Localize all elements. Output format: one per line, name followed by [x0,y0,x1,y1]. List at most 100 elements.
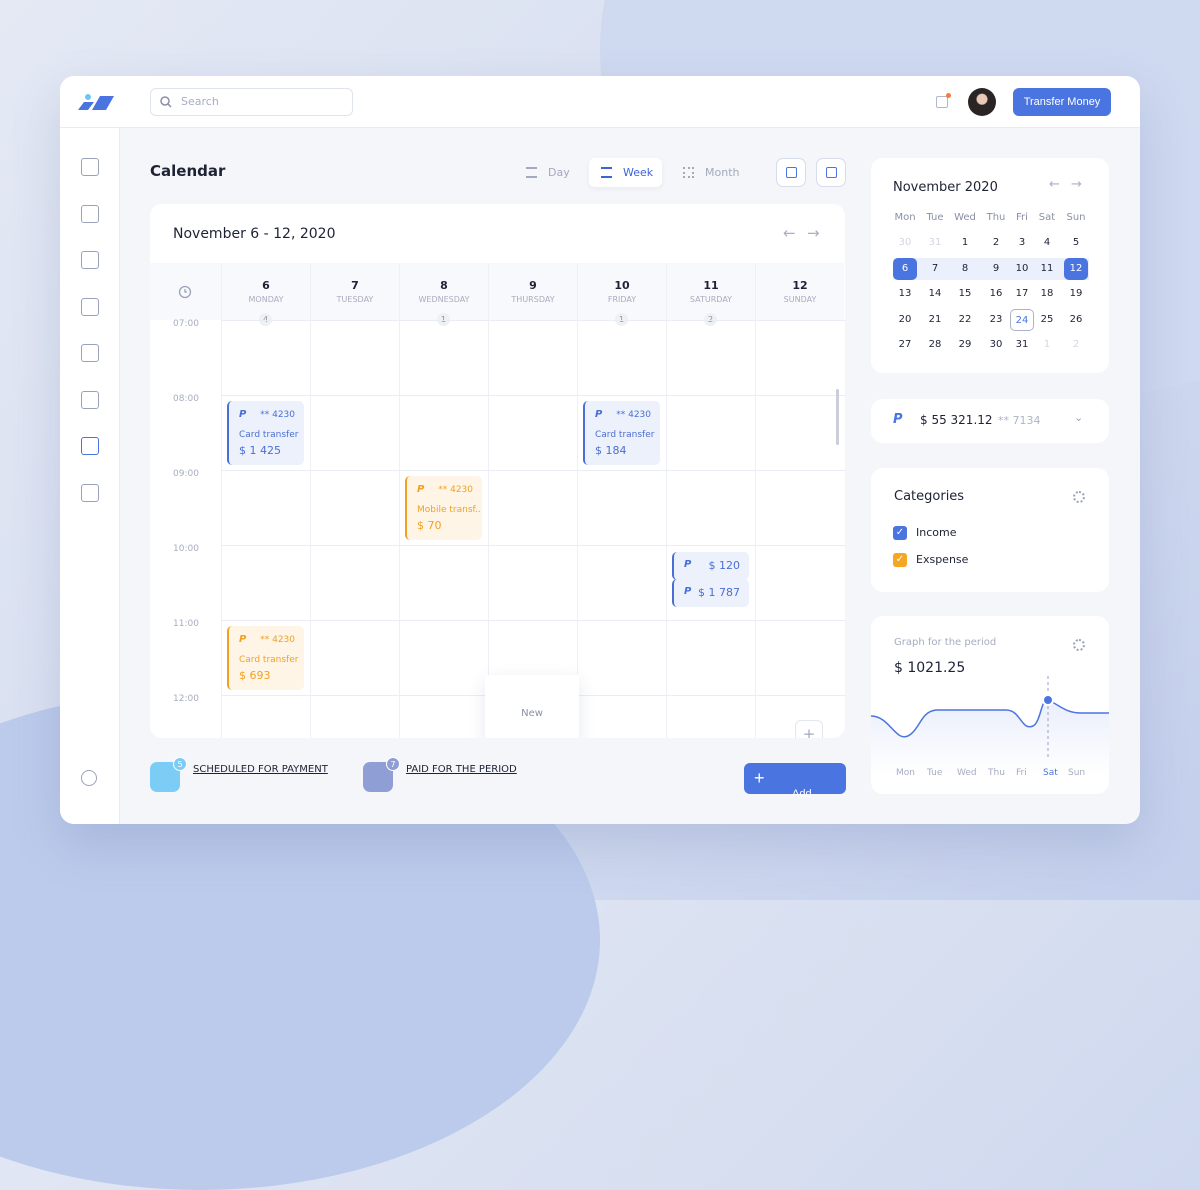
download-icon [786,167,797,178]
account-balance: $ 55 321.12 [920,413,993,427]
gear-icon[interactable] [1073,639,1085,651]
calendar-day[interactable]: 25 [1040,313,1054,325]
event-card[interactable]: P $ 1 787 [672,578,749,607]
calendar-day[interactable]: 16 [989,288,1003,299]
event-card[interactable]: P ** 4230 Card transfer $ 1 425 [227,401,304,465]
highlight-point[interactable] [1042,694,1054,706]
calendar-day[interactable]: 1 [961,237,969,248]
dashboard-icon[interactable] [81,158,99,176]
income-checkbox[interactable]: ✓ [893,526,907,540]
month-title[interactable]: November 2020 [893,180,998,195]
new-event-placeholder[interactable]: New [485,675,579,738]
calendar-icon[interactable] [81,437,99,455]
calendar-day[interactable]: 24 [1010,308,1034,331]
day-header[interactable]: 12 SUNDAY [755,263,844,320]
wallet-icon[interactable] [81,251,99,269]
calendar-day[interactable]: 7 [931,262,939,274]
next-week-arrow-icon[interactable]: → [807,224,820,242]
day-header[interactable]: 10 FRIDAY [577,263,666,320]
calendar-day[interactable]: 26 [1069,313,1083,325]
add-button[interactable]: + Add [744,763,846,800]
chart-icon[interactable] [81,204,99,223]
chevron-down-icon[interactable]: ⌄ [1074,411,1084,424]
next-month-arrow-icon[interactable]: → [1071,177,1082,192]
avatar[interactable] [968,88,996,116]
day-header[interactable]: 7 TUESDAY [310,263,399,320]
expense-label: Exspense [916,553,969,566]
event-card[interactable]: P $ 120 [672,552,749,580]
account-selector[interactable]: P $ 55 321.12 ** 7134 ⌄ [871,399,1109,443]
calendar-day[interactable]: 22 [958,313,972,325]
calendar-day[interactable]: 30 [898,237,912,248]
notification-icon[interactable] [936,93,951,108]
calendar-day[interactable]: 5 [1072,237,1080,248]
calendar-day[interactable]: 27 [898,339,912,350]
calendar-day[interactable]: 12 [1064,257,1088,280]
calendar-day[interactable]: 14 [928,288,942,299]
calendar-day[interactable]: 13 [898,288,912,299]
gear-icon[interactable] [1073,491,1085,503]
calendar-day[interactable]: 2 [992,237,1000,248]
search-input[interactable]: Search [150,88,353,116]
tab-day[interactable]: Day [514,158,576,187]
prev-week-arrow-icon[interactable]: ← [783,224,796,242]
calendar-day[interactable]: 20 [898,313,912,325]
graph-card: Graph for the period $ 1021.25 Mon Tue Wed… [871,616,1109,794]
calendar-day[interactable]: 18 [1040,288,1054,299]
paid-link[interactable]: PAID FOR THE PERIOD [406,764,517,775]
calendar-day[interactable]: 21 [928,313,942,325]
calendar-day[interactable]: 30 [989,339,1003,350]
tab-week[interactable]: Week [589,158,662,187]
event-account: ** 4230 [616,410,651,420]
exchange-icon[interactable] [81,297,99,316]
zoom-in-button[interactable]: + [802,725,816,738]
event-card[interactable]: P ** 4230 Card transfer $ 184 [583,401,660,465]
download-button[interactable] [776,158,806,187]
calendar-day[interactable]: 10 [1015,262,1029,274]
top-bar: Search Transfer Money [60,76,1140,128]
scheduled-count-badge: 5 [173,757,187,771]
calendar-day[interactable]: 31 [928,237,942,248]
calendar-day[interactable]: 2 [1072,339,1080,350]
calendar-day[interactable]: 3 [1018,237,1026,248]
grid-row-line [221,620,845,621]
event-amount: $ 70 [417,519,442,532]
calendar-day[interactable]: 6 [893,257,917,280]
event-label: Card transfer [595,430,655,440]
prev-month-arrow-icon[interactable]: ← [1049,177,1060,192]
scrollbar[interactable] [836,389,839,445]
calendar-day[interactable]: 9 [992,262,1000,274]
clipboard-icon[interactable] [81,344,99,362]
event-card[interactable]: P ** 4230 Mobile transf.. $ 70 [405,476,482,540]
calendar-day[interactable]: 1 [1043,339,1051,350]
calendar-day[interactable]: 19 [1069,288,1083,299]
day-header[interactable]: 6 MONDAY [221,263,310,320]
calendar-day[interactable]: 23 [989,313,1003,325]
help-icon[interactable] [81,770,97,786]
grid-row-line [221,395,845,396]
calendar-day[interactable]: 15 [958,288,972,299]
graph-day-label: Fri [1016,768,1027,778]
transfer-money-button[interactable]: Transfer Money [1013,88,1111,116]
calendar-day[interactable]: 17 [1015,288,1029,299]
calendar-day[interactable]: 11 [1040,262,1054,274]
scheduled-link[interactable]: SCHEDULED FOR PAYMENT [193,764,328,775]
event-count-badge: 4 [259,313,272,326]
day-header[interactable]: 9 THURSDAY [488,263,577,320]
gear-icon[interactable] [81,483,99,502]
calendar-day[interactable]: 28 [928,339,942,350]
calendar-day[interactable]: 8 [961,262,969,274]
day-header[interactable]: 11 SATURDAY [666,263,755,320]
weekday-label: Mon [894,212,916,223]
expense-checkbox[interactable]: ✓ [893,553,907,567]
tab-month[interactable]: Month [671,158,747,187]
grid-column-line [666,320,667,738]
calendar-day[interactable]: 4 [1043,237,1051,248]
buildings-icon[interactable] [81,390,99,409]
event-account: $ 1 787 [698,585,740,599]
calendar-day[interactable]: 31 [1015,339,1029,350]
print-button[interactable] [816,158,846,187]
calendar-day[interactable]: 29 [958,339,972,350]
day-header[interactable]: 8 WEDNESDAY [399,263,488,320]
event-card[interactable]: P ** 4230 Card transfer $ 693 [227,626,304,690]
